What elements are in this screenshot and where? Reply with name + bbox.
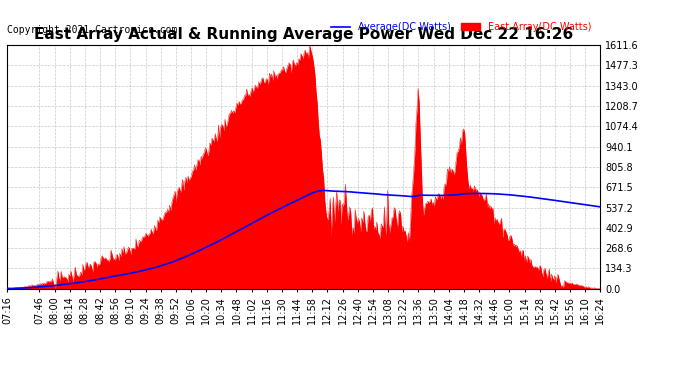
Title: East Array Actual & Running Average Power Wed Dec 22 16:26: East Array Actual & Running Average Powe… xyxy=(34,27,573,42)
Legend: Average(DC Watts), East Array(DC Watts): Average(DC Watts), East Array(DC Watts) xyxy=(327,18,595,36)
Text: Copyright 2021 Cartronics.com: Copyright 2021 Cartronics.com xyxy=(7,25,177,35)
